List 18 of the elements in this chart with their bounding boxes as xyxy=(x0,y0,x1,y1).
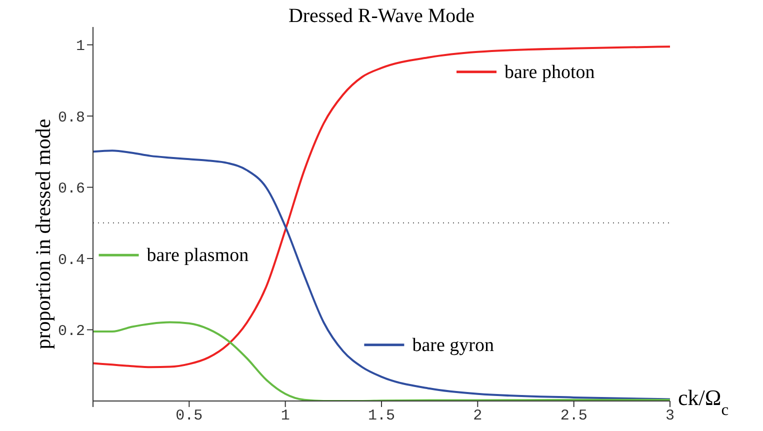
y-tick-label: 0.4 xyxy=(58,252,85,269)
x-tick-label: 2.5 xyxy=(560,408,588,425)
legend-label: bare photon xyxy=(504,62,596,83)
x-tick-label: 0.5 xyxy=(176,408,203,425)
y-tick-label: 0.2 xyxy=(58,323,85,340)
legend-label: bare plasmon xyxy=(146,245,250,266)
x-tick-label: 2 xyxy=(473,408,482,425)
x-tick-label: 1.5 xyxy=(368,408,396,425)
y-axis-title: proportion in dressed mode xyxy=(31,118,56,350)
y-tick-label: 0.6 xyxy=(58,180,85,198)
line-series xyxy=(93,46,670,368)
y-tick-label: 0.8 xyxy=(58,109,85,126)
x-tick-label: 1 xyxy=(280,408,290,425)
legend-label: bare gyron xyxy=(412,334,494,356)
x-axis-title: ck/Ω$_{c}$ xyxy=(678,385,729,418)
x-tick-label: 3 xyxy=(665,408,675,425)
y-tick-label: 1 xyxy=(76,38,85,56)
chart-title: Dressed R-Wave Mode xyxy=(288,5,475,27)
